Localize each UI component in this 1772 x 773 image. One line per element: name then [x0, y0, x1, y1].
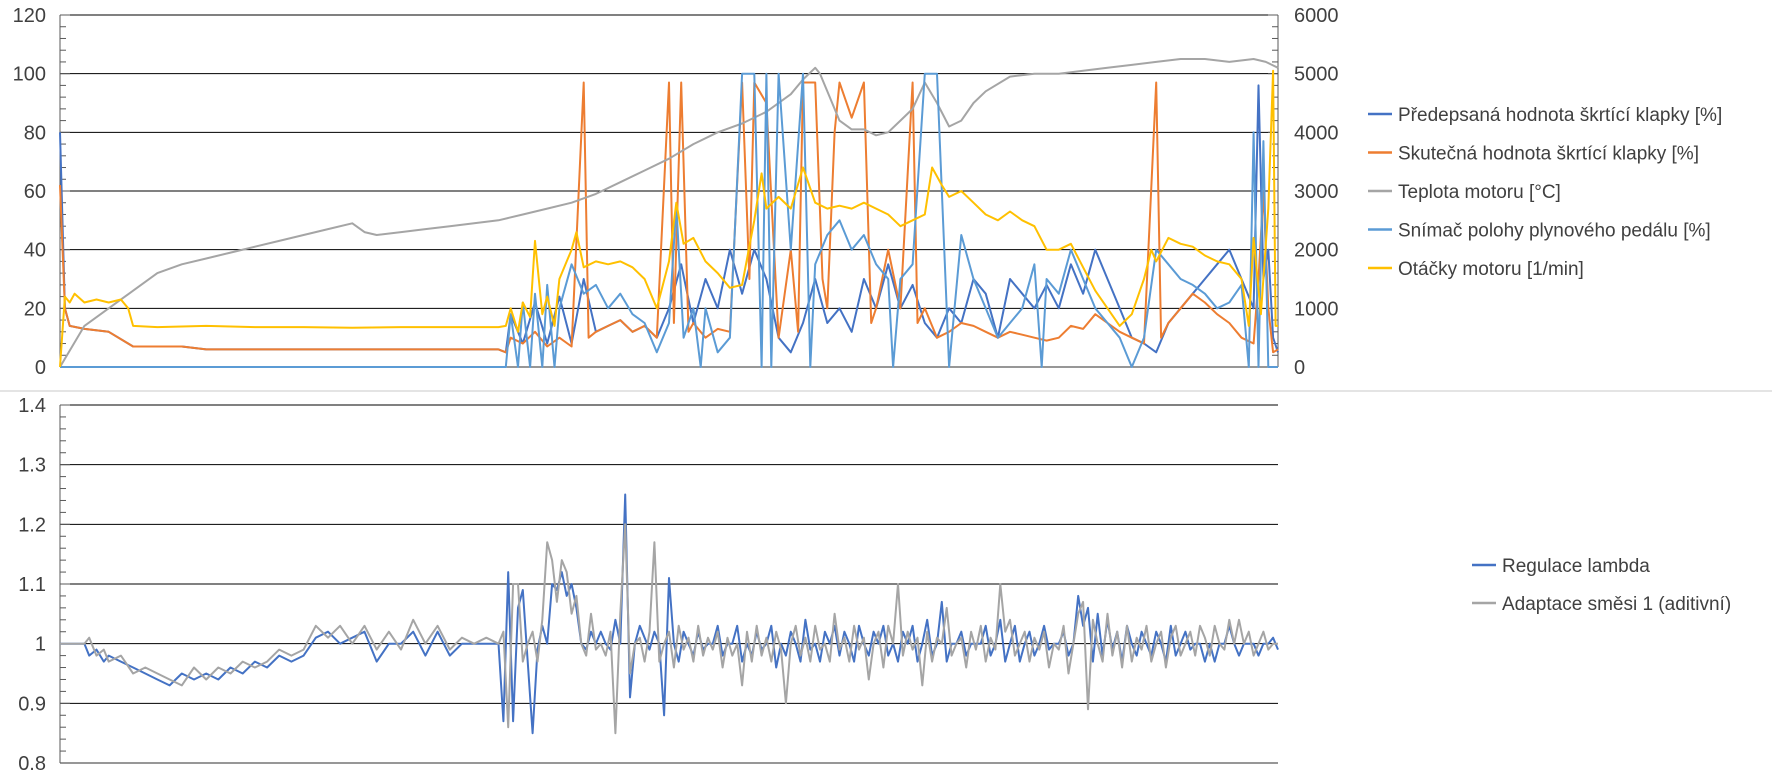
y2-tick-label: 5000 [1294, 64, 1339, 86]
series-line-5 [59, 69, 1278, 368]
y-tick-label: 1.4 [18, 395, 46, 417]
y2-tick-label: 3000 [1294, 181, 1339, 203]
legend-label: Regulace lambda [1502, 556, 1650, 577]
y-tick-label: 1 [35, 634, 46, 656]
y2-tick-label: 2000 [1294, 240, 1339, 262]
y2-tick-label: 0 [1294, 357, 1305, 379]
series-line-1 [60, 493, 1279, 735]
y-tick-label: 40 [24, 240, 46, 262]
y-tick-label: 0 [35, 357, 46, 379]
legend-label: Teplota motoru [°C] [1398, 182, 1561, 203]
y2-tick-label: 1000 [1294, 298, 1339, 320]
y-tick-label: 1.2 [18, 514, 46, 536]
y-tick-label: 1.1 [18, 574, 46, 596]
y-tick-label: 0.9 [18, 693, 46, 715]
y-tick-label: 60 [24, 181, 46, 203]
chart-lambda: 1.4 1.3 1.2 1.1 1 0.9 0.8 Regulace lambda Adapta… [18, 395, 1731, 773]
y-tick-label: 100 [13, 64, 46, 86]
legend-label: Skutečná hodnota škrtící klapky [%] [1398, 144, 1699, 165]
y-tick-label: 0.8 [18, 753, 46, 773]
series-line-2 [60, 523, 1278, 735]
legend-label: Předepsaná hodnota škrtící klapky [%] [1398, 105, 1722, 126]
y-tick-label: 120 [13, 5, 46, 27]
y-tick-label: 20 [24, 298, 46, 320]
series-line-4 [60, 72, 1278, 368]
legend-label: Adaptace směsi 1 (aditivní) [1502, 594, 1731, 615]
y-tick-label: 80 [24, 122, 46, 144]
y2-tick-label: 6000 [1294, 5, 1339, 27]
y-tick-label: 1.3 [18, 455, 46, 477]
legend-label: Snímač polohy plynového pedálu [%] [1398, 221, 1711, 242]
legend-label: Otáčky motoru [1/min] [1398, 259, 1584, 280]
y2-tick-label: 4000 [1294, 122, 1339, 144]
chart-throttle-engine: 120 100 80 60 40 20 0 6000 5000 4000 3000 2000 1000 0… [13, 5, 1723, 379]
